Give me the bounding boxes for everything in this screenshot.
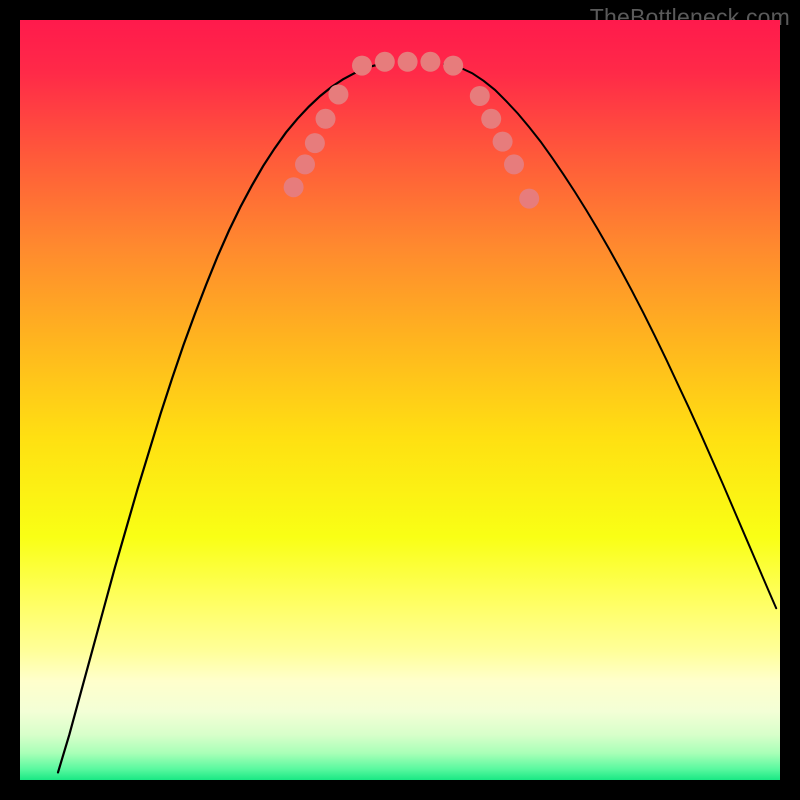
data-marker: [481, 109, 501, 129]
plot-area: [20, 20, 780, 780]
data-marker: [316, 109, 336, 129]
stage: TheBottleneck.com: [0, 0, 800, 800]
data-marker: [470, 86, 490, 106]
chart-background: [20, 20, 780, 780]
bottleneck-curve-chart: [20, 20, 780, 780]
data-marker: [443, 56, 463, 76]
data-marker: [375, 52, 395, 72]
data-marker: [284, 177, 304, 197]
data-marker: [328, 84, 348, 104]
data-marker: [305, 133, 325, 153]
data-marker: [420, 52, 440, 72]
data-marker: [519, 189, 539, 209]
data-marker: [493, 132, 513, 152]
data-marker: [295, 154, 315, 174]
data-marker: [504, 154, 524, 174]
data-marker: [352, 56, 372, 76]
data-marker: [398, 52, 418, 72]
